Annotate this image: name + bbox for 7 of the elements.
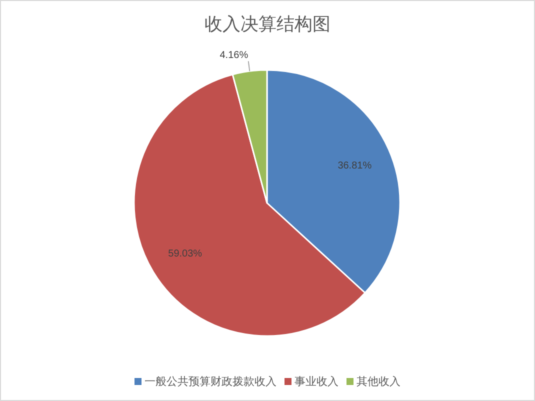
legend-label: 事业收入: [294, 375, 338, 388]
data-label: 4.16%: [220, 50, 248, 62]
data-label: 36.81%: [338, 160, 372, 172]
chart-title: 收入决算结构图: [204, 14, 330, 34]
legend-label: 一般公共预算财政拨款收入: [144, 375, 276, 388]
legend-label: 其他收入: [356, 375, 400, 388]
data-label: 59.03%: [168, 248, 202, 260]
